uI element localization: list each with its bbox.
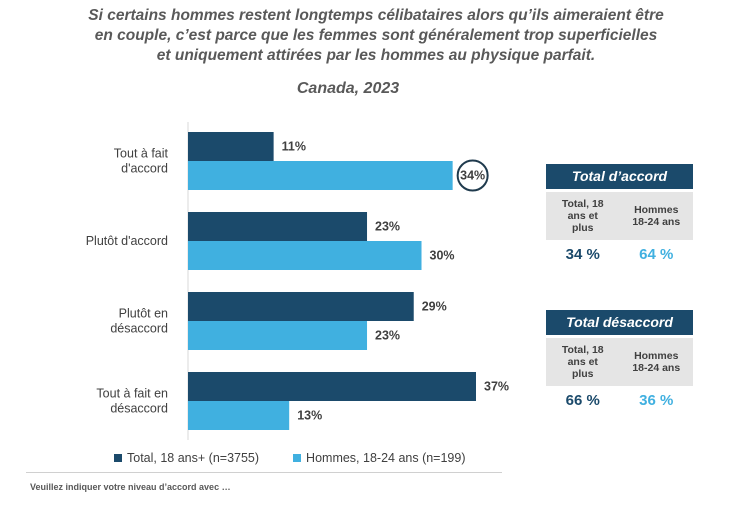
panel-value-total: 66 % [565,392,600,409]
value-label: 23% [375,220,400,234]
bar [188,401,290,430]
panel-col-line: plus [571,368,594,380]
title-line: et uniquement attirées par les hommes au… [156,47,596,64]
highlight-circle [456,159,489,192]
footer-divider [26,472,502,473]
legend-item-total: Total, 18 ans+ (n=3755) [114,451,259,465]
category-label: désaccord [110,322,168,336]
value-label: 13% [297,409,322,423]
footer-note: Veuillez indiquer votre niveau d’accord … [30,482,231,492]
category-label: Tout à fait [114,147,169,161]
category-label: Tout à fait en [96,387,168,401]
panel-col-line: Total, 18 [561,198,604,210]
legend-label: Total, 18 ans+ (n=3755) [127,451,260,465]
legend-swatch-dark [114,454,122,462]
panel-col-line: Total, 18 [561,344,604,356]
panel-title: Total désaccord [546,310,693,335]
title-line: Si certains hommes restent longtemps cél… [88,7,664,24]
chart-subtitle: Canada, 2023 [296,80,400,97]
panel-values: 34 % 64 % [546,246,693,263]
value-label: 30% [430,249,455,263]
panel-col-line: ans et [567,210,598,222]
panel-col-line: 18-24 ans [632,216,681,228]
bar [188,292,414,321]
bar [188,132,274,161]
panel-col-total: Total, 18 ans et plus [546,338,620,386]
legend-swatch-light [293,454,302,462]
category-label: d'accord [121,162,168,176]
chart-title: Si certains hommes restent longtemps cél… [0,6,752,66]
bar [188,212,368,241]
category-label: Plutôt en [119,307,168,321]
value-label: 34% [460,169,485,183]
panel-col-line: plus [571,222,594,234]
panel-col-total: Total, 18 ans et plus [546,192,620,240]
bar [188,241,422,270]
legend: Total, 18 ans+ (n=3755) Hommes, 18-24 an… [114,451,466,465]
value-label: 37% [484,380,509,394]
bar [188,161,453,190]
panel-value-hommes: 64 % [639,246,674,263]
panel-col-hommes: Hommes 18-24 ans [620,192,694,240]
legend-label: Hommes, 18-24 ans (n=199) [306,451,466,465]
bar [188,372,476,401]
value-label: 11% [282,140,306,154]
panel-total-desaccord: Total désaccord Total, 18 ans et plus Ho… [546,310,693,409]
bar [188,321,368,350]
panel-values: 66 % 36 % [546,392,693,409]
panel-total-accord: Total d’accord Total, 18 ans et plus Hom… [546,164,693,263]
panel-columns: Total, 18 ans et plus Hommes 18-24 ans [546,338,693,386]
category-label: Plutôt d'accord [86,234,168,248]
panel-col-hommes: Hommes 18-24 ans [620,338,694,386]
panel-col-line: 18-24 ans [632,362,681,374]
panel-title: Total d’accord [546,164,693,189]
panel-columns: Total, 18 ans et plus Hommes 18-24 ans [546,192,693,240]
category-label: désaccord [110,402,168,416]
value-label: 23% [375,329,400,343]
panel-col-line: Hommes [634,204,679,216]
value-label: 29% [422,300,447,314]
panel-value-total: 34 % [565,246,600,263]
panel-col-line: Hommes [634,350,679,362]
title-line: en couple, c’est parce que les femmes so… [94,27,658,44]
panel-col-line: ans et [567,356,598,368]
panel-value-hommes: 36 % [639,392,674,409]
legend-item-hommes: Hommes, 18-24 ans (n=199) [293,451,466,465]
